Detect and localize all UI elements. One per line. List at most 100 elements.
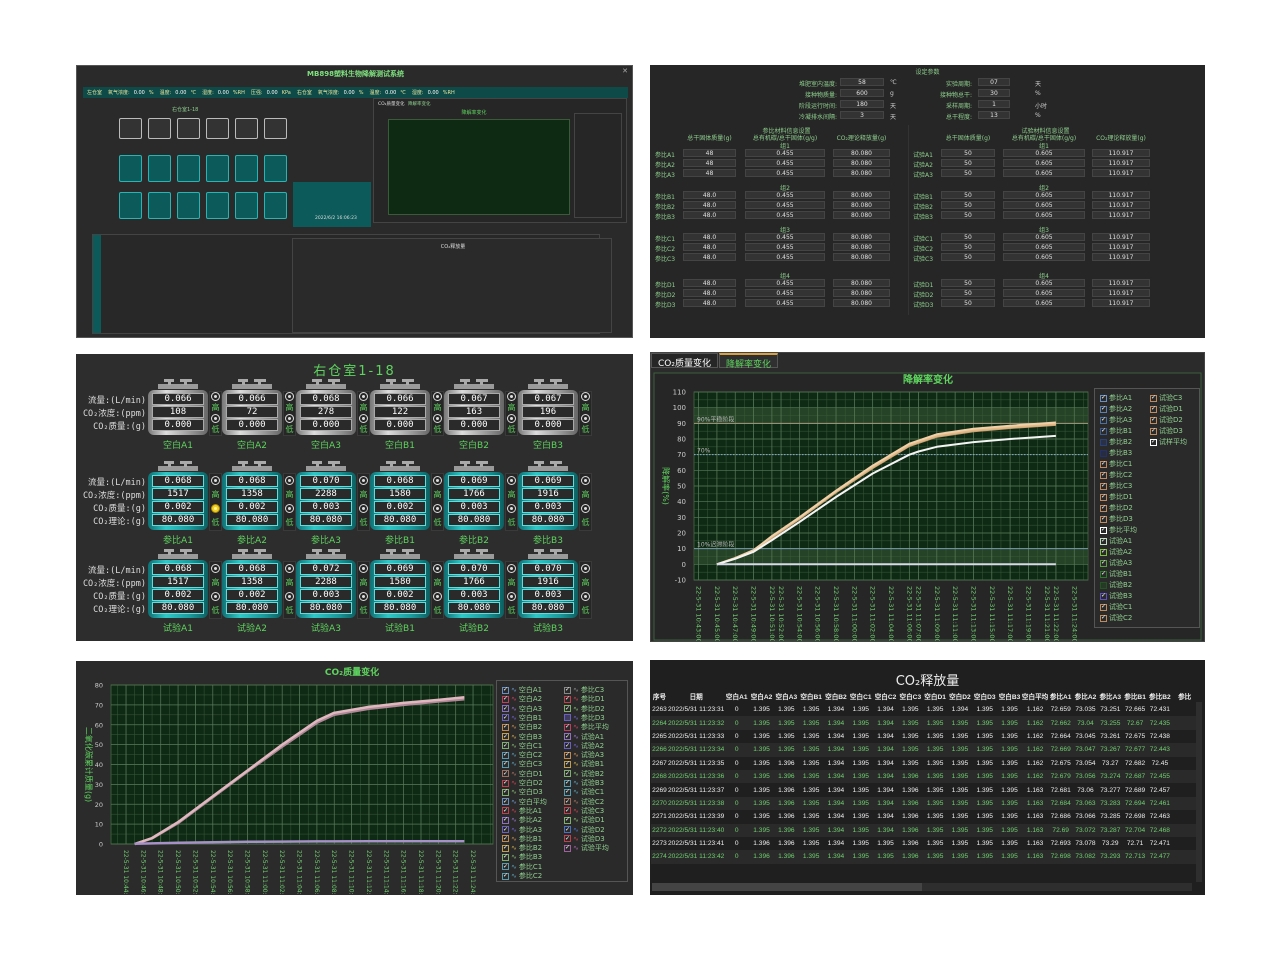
column-header[interactable]: 参比A3 (1099, 693, 1122, 701)
material-value-input[interactable]: 110.917 (1092, 289, 1150, 297)
column-header[interactable]: 空白A2 (750, 693, 773, 701)
table-row[interactable]: 2271 2022/5/31 11:23:39 0 1.395 1.396 1.395 1.… (651, 810, 1197, 823)
legend-checkbox[interactable]: ✓ (564, 788, 571, 796)
legend-checkbox[interactable]: ✓ (502, 834, 509, 843)
legend-checkbox[interactable]: ✓ (1150, 394, 1157, 402)
material-value-input[interactable]: 110.917 (1092, 191, 1150, 199)
horizontal-scrollbar[interactable] (652, 883, 1192, 891)
legend-item[interactable]: 参比B3 (1100, 448, 1132, 458)
legend-item[interactable]: ✓ ∿ 空白C1 (502, 741, 542, 751)
column-header[interactable]: 空白平均 (1021, 693, 1049, 701)
legend-checkbox[interactable]: ✓ (1100, 559, 1107, 567)
legend-checkbox[interactable]: ✓ (1150, 405, 1157, 413)
legend-checkbox[interactable]: ✓ (564, 816, 571, 824)
material-value-input[interactable]: 0.455 (745, 233, 825, 241)
material-value-input[interactable]: 110.917 (1092, 169, 1150, 177)
legend-checkbox[interactable]: ✓ (502, 788, 509, 796)
legend-item[interactable]: ✓ ∿ 试验C3 (564, 806, 604, 816)
material-value-input[interactable]: 0.455 (745, 149, 825, 157)
tab-degradation-rate[interactable]: 降解率变化 (719, 353, 779, 370)
legend-item[interactable]: ✓ ∿ 空白B1 (502, 713, 542, 723)
column-header[interactable]: 空白B1 (800, 693, 822, 701)
table-row[interactable]: 2265 2022/5/31 11:23:33 0 1.395 1.395 1.395 1.… (651, 730, 1197, 743)
legend-item[interactable]: ✓ ∿ 参比A2 (502, 815, 542, 825)
legend-item[interactable]: ✓ 试验B1 (1100, 569, 1132, 579)
legend-item[interactable]: ✓ ∿ 试验D3 (564, 834, 605, 844)
legend-checkbox[interactable]: ✓ (1100, 471, 1107, 479)
material-value-input[interactable]: 0.455 (745, 253, 825, 261)
material-value-input[interactable]: 0.455 (745, 159, 825, 167)
legend-item[interactable]: ✓ 试验D1 (1150, 404, 1183, 414)
legend-checkbox[interactable]: ✓ (1100, 416, 1107, 424)
param-input[interactable]: 58 (840, 78, 884, 86)
legend-item[interactable]: ✓ 参比D3 (1100, 514, 1133, 524)
legend-item[interactable]: ✓ ∿ 空白A3 (502, 704, 542, 714)
material-value-input[interactable]: 0.605 (1003, 159, 1085, 167)
legend-item[interactable]: ✓ ∿ 参比B1 (502, 834, 542, 844)
param-input[interactable]: 13 (978, 111, 1010, 119)
legend-checkbox[interactable]: ✓ (1100, 592, 1107, 600)
tab-degradation-mini[interactable]: 降解率变化 (408, 102, 431, 107)
material-value-input[interactable]: 80.080 (833, 201, 890, 209)
material-value-input[interactable]: 0.455 (745, 201, 825, 209)
legend-item[interactable]: ✓ ∿ 空白B3 (502, 732, 542, 742)
legend-item[interactable]: ✓ ∿ 试验B3 (564, 778, 604, 788)
column-header[interactable]: 参比A2 (1074, 693, 1097, 701)
legend-item[interactable]: ✓ ∿ 空白B2 (502, 722, 542, 732)
legend-item[interactable]: ✓ ∿ 参比B2 (502, 843, 542, 853)
legend-item[interactable]: ✓ 参比C3 (1100, 481, 1132, 491)
param-input[interactable]: 07 (978, 78, 1010, 86)
material-value-input[interactable]: 0.455 (745, 191, 825, 199)
material-value-input[interactable]: 80.080 (833, 253, 890, 261)
param-input[interactable]: 3 (840, 111, 884, 119)
material-value-input[interactable]: 80.080 (833, 299, 890, 307)
material-value-input[interactable]: 110.917 (1092, 149, 1150, 157)
legend-item[interactable]: ✓ ∿ 参比B3 (502, 852, 542, 862)
material-value-input[interactable]: 0.455 (745, 169, 825, 177)
legend-item[interactable]: 参比B2 (1100, 437, 1132, 447)
legend-item[interactable]: ✓ ∿ 参比D1 (564, 694, 605, 704)
legend-checkbox[interactable]: ✓ (502, 806, 509, 815)
material-value-input[interactable]: 50 (941, 243, 995, 251)
legend-item[interactable]: ✓ ∿ 空白C3 (502, 759, 542, 769)
legend-item[interactable]: ✓ ∿ 试验A2 (564, 741, 604, 751)
legend-item[interactable]: ✓ ∿ 参比A3 (502, 825, 542, 835)
legend-checkbox[interactable]: ✓ (564, 732, 571, 740)
legend-checkbox[interactable]: ✓ (564, 844, 571, 852)
legend-checkbox[interactable]: ✓ (564, 723, 571, 731)
material-value-input[interactable]: 0.605 (1003, 253, 1085, 261)
legend-checkbox[interactable]: ✓ (1100, 526, 1107, 534)
material-value-input[interactable]: 50 (941, 233, 995, 241)
legend-item[interactable]: ✓ 参比C1 (1100, 459, 1132, 469)
close-icon[interactable]: ✕ (622, 67, 628, 75)
material-value-input[interactable]: 110.917 (1092, 159, 1150, 167)
legend-item[interactable]: ✓ ∿ 参比C1 (502, 862, 542, 872)
legend-checkbox[interactable]: ✓ (502, 695, 509, 703)
material-value-input[interactable]: 48.0 (683, 299, 736, 307)
material-value-input[interactable]: 80.080 (833, 233, 890, 241)
legend-checkbox[interactable]: ✓ (502, 816, 509, 824)
legend-checkbox[interactable]: ✓ (502, 723, 509, 731)
material-value-input[interactable]: 0.605 (1003, 243, 1085, 251)
legend-checkbox[interactable]: ✓ (502, 769, 509, 778)
material-value-input[interactable]: 110.917 (1092, 211, 1150, 219)
legend-checkbox[interactable] (1100, 438, 1107, 446)
material-value-input[interactable]: 50 (941, 279, 995, 287)
material-value-input[interactable]: 48.0 (683, 211, 736, 219)
legend-checkbox[interactable]: ✓ (502, 741, 509, 750)
table-row[interactable]: 2268 2022/5/31 11:23:36 0 1.395 1.396 1.395 1.… (651, 769, 1198, 784)
legend-checkbox[interactable]: ✓ (564, 751, 571, 759)
material-value-input[interactable]: 0.605 (1003, 211, 1085, 219)
legend-item[interactable]: ∿ 参比D3 (564, 713, 605, 723)
legend-checkbox[interactable]: ✓ (1100, 614, 1107, 622)
material-value-input[interactable]: 80.080 (833, 191, 890, 199)
legend-checkbox[interactable]: ✓ (1150, 416, 1157, 424)
column-header[interactable]: 空白D2 (949, 693, 971, 701)
column-header[interactable]: 空白C3 (899, 693, 922, 701)
material-value-input[interactable]: 50 (941, 299, 995, 307)
material-value-input[interactable]: 0.455 (745, 243, 825, 251)
legend-checkbox[interactable]: ✓ (564, 695, 571, 703)
material-value-input[interactable]: 80.080 (833, 149, 890, 157)
legend-checkbox[interactable]: ✓ (564, 779, 571, 787)
material-value-input[interactable]: 50 (941, 289, 995, 297)
